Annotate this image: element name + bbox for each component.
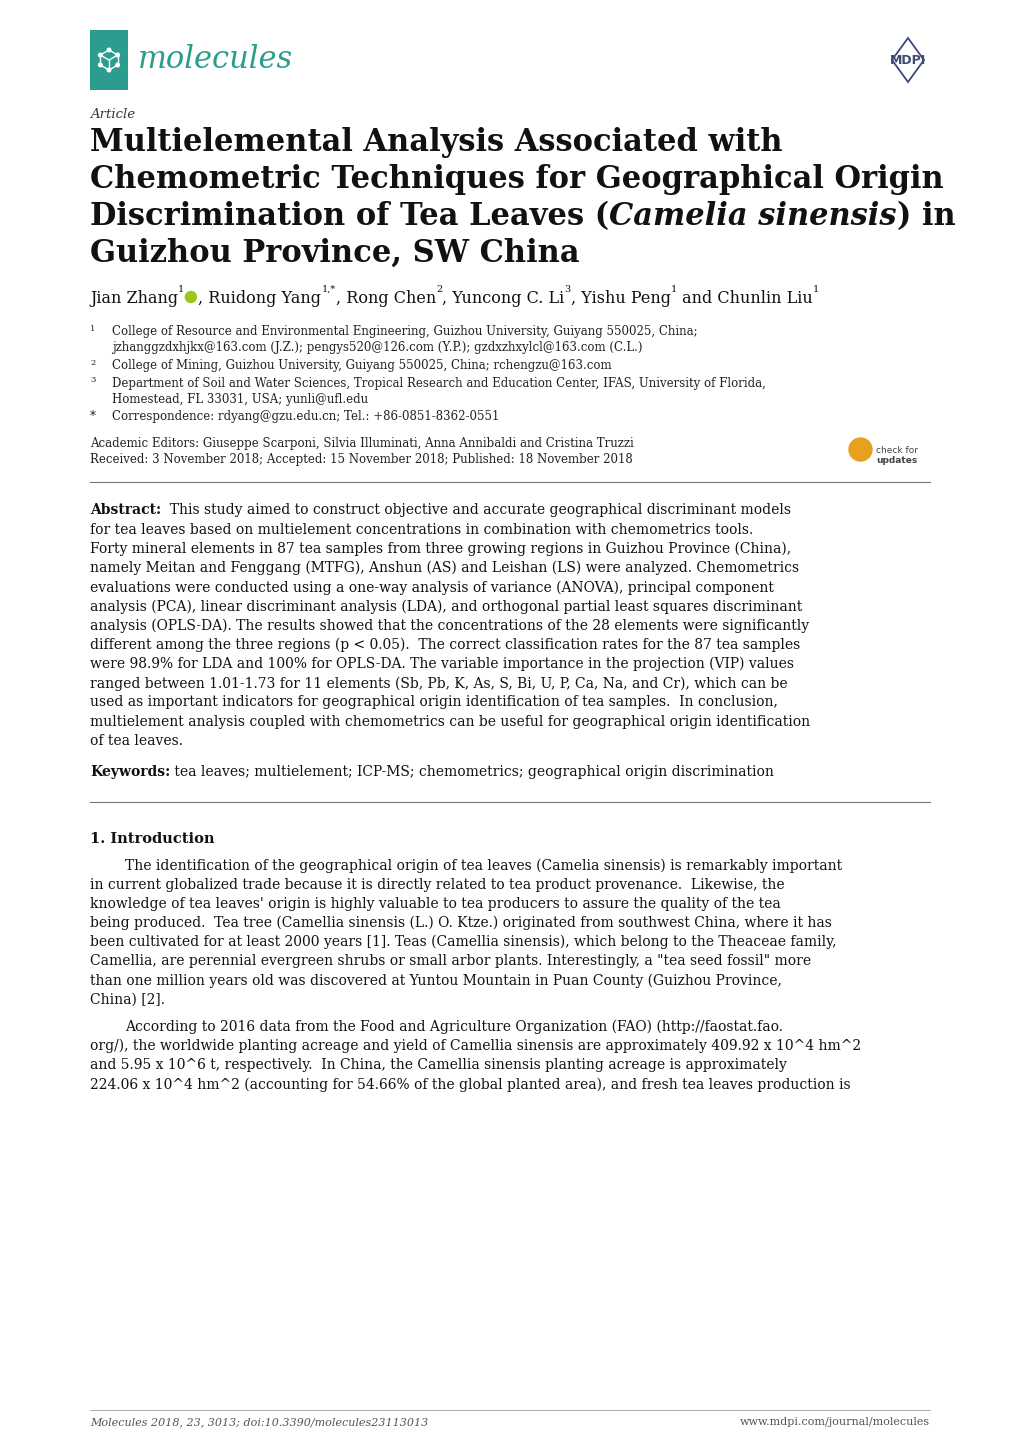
Text: Jian Zhang: Jian Zhang	[90, 290, 178, 307]
Text: Multielemental Analysis Associated with: Multielemental Analysis Associated with	[90, 127, 782, 159]
Text: According to 2016 data from the Food and Agriculture Organization (FAO) (http://: According to 2016 data from the Food and…	[125, 1019, 783, 1034]
Text: 1: 1	[812, 286, 818, 294]
Text: Discrimination of Tea Leaves (: Discrimination of Tea Leaves (	[90, 200, 608, 232]
Text: being produced.  Tea tree (Camellia sinensis (L.) O. Ktze.) originated from sout: being produced. Tea tree (Camellia sinen…	[90, 916, 832, 930]
Text: China) [2].: China) [2].	[90, 992, 165, 1007]
Text: Chemometric Techniques for Geographical Origin: Chemometric Techniques for Geographical …	[90, 164, 943, 195]
Text: updates: updates	[875, 456, 916, 464]
Text: College of Resource and Environmental Engineering, Guizhou University, Guiyang 5: College of Resource and Environmental En…	[112, 324, 697, 337]
Text: Camellia, are perennial evergreen shrubs or small arbor plants. Interestingly, a: Camellia, are perennial evergreen shrubs…	[90, 955, 810, 968]
Text: were 98.9% for LDA and 100% for OPLS-DA. The variable importance in the projecti: were 98.9% for LDA and 100% for OPLS-DA.…	[90, 658, 793, 672]
Text: used as important indicators for geographical origin identification of tea sampl: used as important indicators for geograp…	[90, 695, 777, 709]
Bar	[90, 30, 127, 89]
Text: 3: 3	[90, 376, 96, 385]
Text: and Chunlin Liu: and Chunlin Liu	[677, 290, 812, 307]
Text: of tea leaves.: of tea leaves.	[90, 734, 182, 748]
Text: Forty mineral elements in 87 tea samples from three growing regions in Guizhou P: Forty mineral elements in 87 tea samples…	[90, 542, 791, 557]
Text: evaluations were conducted using a one-way analysis of variance (ANOVA), princip: evaluations were conducted using a one-w…	[90, 580, 773, 594]
Text: 1: 1	[90, 324, 96, 333]
Text: Department of Soil and Water Sciences, Tropical Research and Education Center, I: Department of Soil and Water Sciences, T…	[112, 376, 765, 389]
Circle shape	[107, 68, 111, 72]
Text: ranged between 1.01-1.73 for 11 elements (Sb, Pb, K, As, S, Bi, U, P, Ca, Na, an: ranged between 1.01-1.73 for 11 elements…	[90, 676, 787, 691]
Text: 1. Introduction: 1. Introduction	[90, 832, 214, 846]
Text: 2: 2	[435, 286, 441, 294]
Circle shape	[185, 291, 197, 303]
Circle shape	[116, 53, 119, 56]
Text: , Yuncong C. Li: , Yuncong C. Li	[441, 290, 564, 307]
Text: 1: 1	[669, 286, 677, 294]
Text: namely Meitan and Fenggang (MTFG), Anshun (AS) and Leishan (LS) were analyzed. C: namely Meitan and Fenggang (MTFG), Anshu…	[90, 561, 798, 575]
Text: iD: iD	[187, 294, 195, 300]
Text: Article: Article	[90, 108, 135, 121]
Text: Camelia sinensis: Camelia sinensis	[608, 200, 896, 232]
Text: 2: 2	[90, 359, 95, 368]
Text: www.mdpi.com/journal/molecules: www.mdpi.com/journal/molecules	[739, 1417, 929, 1428]
Text: Keywords:: Keywords:	[90, 766, 170, 779]
Text: , Rong Chen: , Rong Chen	[335, 290, 435, 307]
Text: analysis (PCA), linear discriminant analysis (LDA), and orthogonal partial least: analysis (PCA), linear discriminant anal…	[90, 600, 802, 614]
Text: different among the three regions (p < 0.05).  The correct classification rates : different among the three regions (p < 0…	[90, 637, 800, 652]
Text: 1: 1	[178, 286, 184, 294]
Text: The identification of the geographical origin of tea leaves (Camelia sinensis) i: The identification of the geographical o…	[125, 858, 842, 872]
Text: Homestead, FL 33031, USA; yunli@ufl.edu: Homestead, FL 33031, USA; yunli@ufl.edu	[112, 394, 368, 407]
Text: been cultivated for at least 2000 years [1]. Teas (Camellia sinensis), which bel: been cultivated for at least 2000 years …	[90, 934, 836, 949]
Text: 224.06 x 10^4 hm^2 (accounting for 54.66% of the global planted area), and fresh: 224.06 x 10^4 hm^2 (accounting for 54.66…	[90, 1077, 850, 1092]
Text: Abstract:: Abstract:	[90, 503, 161, 518]
Text: org/), the worldwide planting acreage and yield of Camellia sinensis are approxi: org/), the worldwide planting acreage an…	[90, 1040, 860, 1054]
Text: analysis (OPLS-DA). The results showed that the concentrations of the 28 element: analysis (OPLS-DA). The results showed t…	[90, 619, 808, 633]
Circle shape	[848, 438, 871, 461]
Text: College of Mining, Guizhou University, Guiyang 550025, China; rchengzu@163.com: College of Mining, Guizhou University, G…	[112, 359, 611, 372]
Text: tea leaves; multielement; ICP-MS; chemometrics; geographical origin discriminati: tea leaves; multielement; ICP-MS; chemom…	[170, 766, 773, 779]
Text: for tea leaves based on multielement concentrations in combination with chemomet: for tea leaves based on multielement con…	[90, 522, 752, 536]
Text: MDPI: MDPI	[889, 53, 925, 66]
Circle shape	[107, 48, 111, 52]
Text: ) in: ) in	[896, 200, 955, 232]
Text: 3: 3	[564, 286, 570, 294]
Text: Received: 3 November 2018; Accepted: 15 November 2018; Published: 18 November 20: Received: 3 November 2018; Accepted: 15 …	[90, 453, 632, 466]
Circle shape	[99, 53, 102, 56]
Text: Academic Editors: Giuseppe Scarponi, Silvia Illuminati, Anna Annibaldi and Crist: Academic Editors: Giuseppe Scarponi, Sil…	[90, 437, 633, 450]
Text: knowledge of tea leaves' origin is highly valuable to tea producers to assure th: knowledge of tea leaves' origin is highl…	[90, 897, 780, 911]
Circle shape	[99, 63, 102, 66]
Text: multielement analysis coupled with chemometrics can be useful for geographical o: multielement analysis coupled with chemo…	[90, 715, 809, 728]
Text: than one million years old was discovered at Yuntou Mountain in Puan County (Gui: than one million years old was discovere…	[90, 973, 782, 988]
Text: and 5.95 x 10^6 t, respectively.  In China, the Camellia sinensis planting acrea: and 5.95 x 10^6 t, respectively. In Chin…	[90, 1058, 786, 1073]
Text: Correspondence: rdyang@gzu.edu.cn; Tel.: +86-0851-8362-0551: Correspondence: rdyang@gzu.edu.cn; Tel.:…	[112, 411, 499, 424]
Text: , Ruidong Yang: , Ruidong Yang	[198, 290, 321, 307]
Text: 1,*: 1,*	[321, 286, 335, 294]
Text: in current globalized trade because it is directly related to tea product proven: in current globalized trade because it i…	[90, 878, 784, 891]
Text: jzhanggzdxhjkx@163.com (J.Z.); pengys520@126.com (Y.P.); gzdxzhxylcl@163.com (C.: jzhanggzdxhjkx@163.com (J.Z.); pengys520…	[112, 342, 642, 355]
Text: Molecules 2018, 23, 3013; doi:10.3390/molecules23113013: Molecules 2018, 23, 3013; doi:10.3390/mo…	[90, 1417, 428, 1428]
Text: check for: check for	[875, 447, 917, 456]
Text: molecules: molecules	[138, 45, 292, 75]
Text: Guizhou Province, SW China: Guizhou Province, SW China	[90, 238, 579, 270]
Circle shape	[116, 63, 119, 66]
Text: *: *	[90, 411, 96, 424]
Text: , Yishu Peng: , Yishu Peng	[570, 290, 669, 307]
Text: This study aimed to construct objective and accurate geographical discriminant m: This study aimed to construct objective …	[161, 503, 791, 518]
Text: ✓: ✓	[854, 443, 865, 457]
